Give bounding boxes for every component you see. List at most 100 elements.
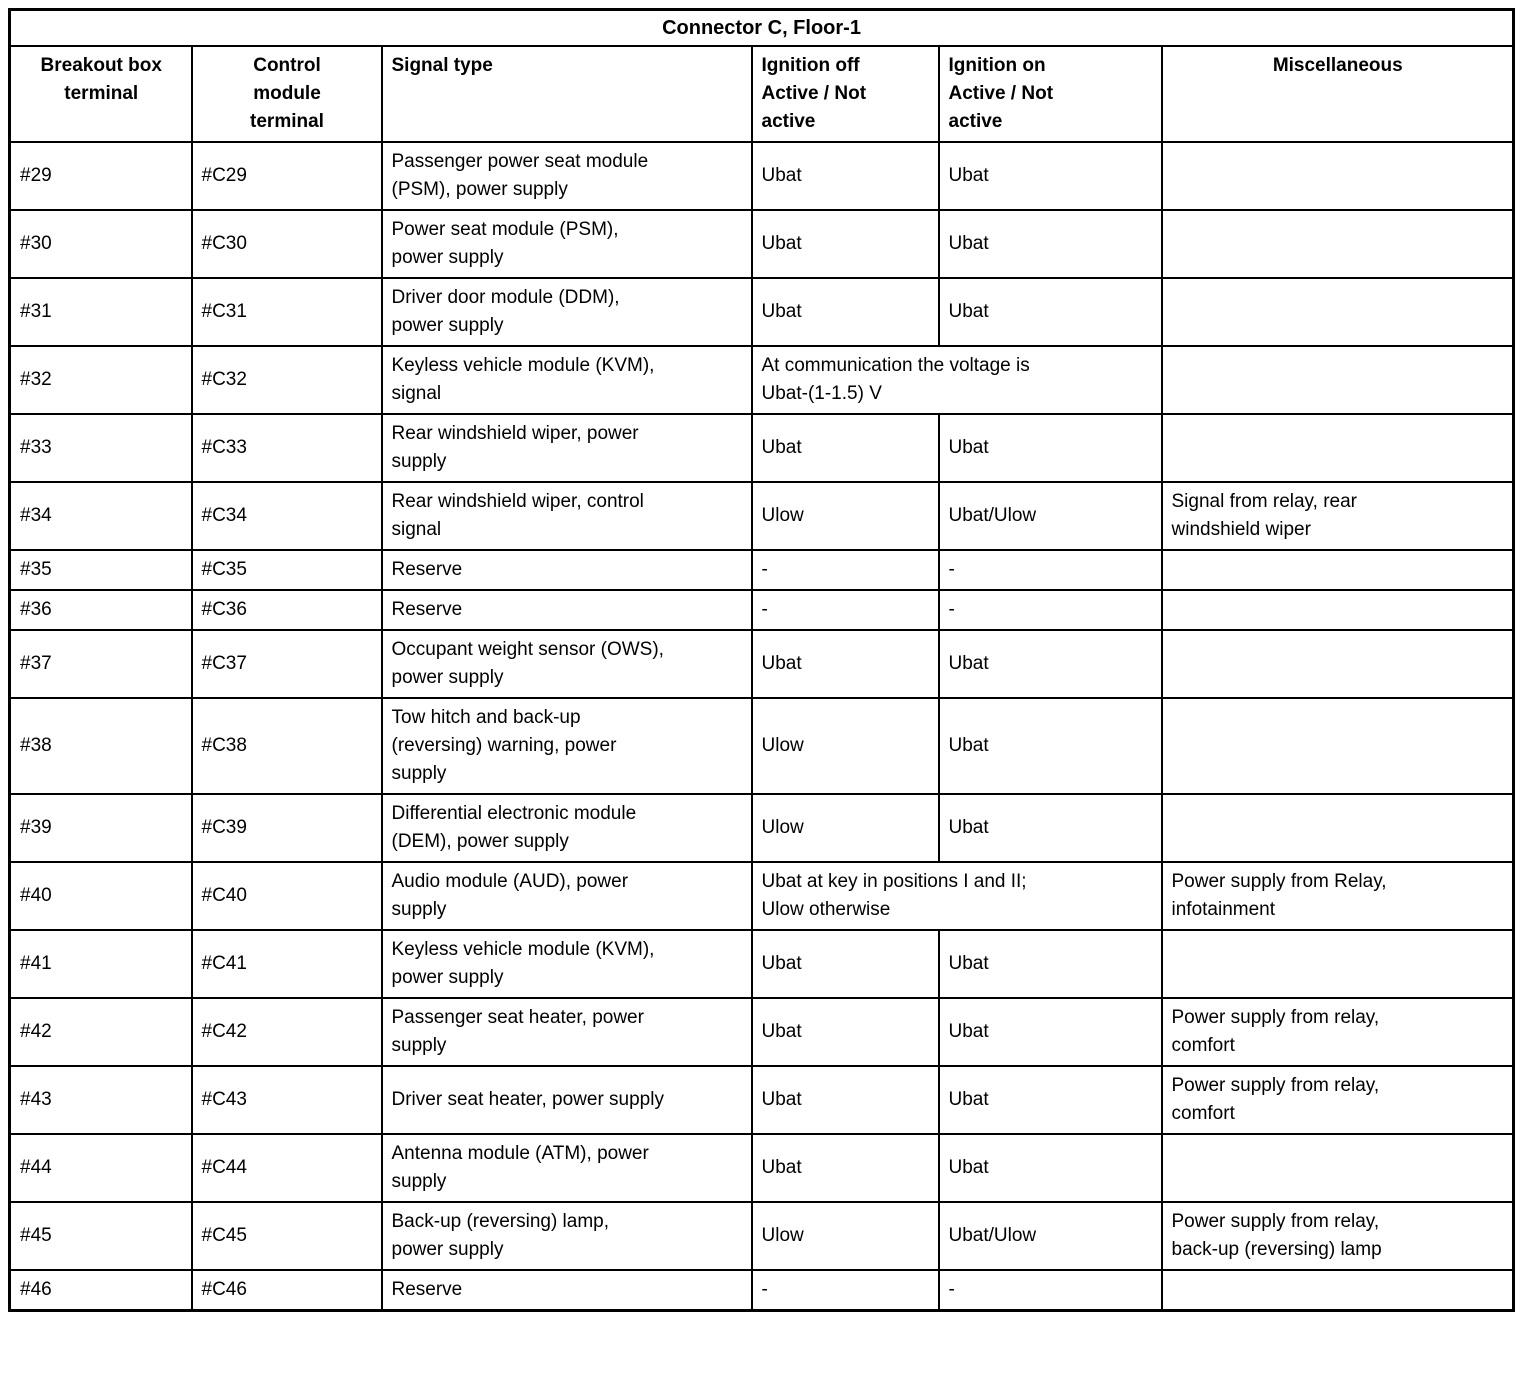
cell-control-module-terminal: #C34	[190, 481, 383, 551]
table-row: #30 #C30 Power seat module (PSM), power su…	[8, 209, 1515, 279]
cell-miscellaneous: Signal from relay, rear windshield wiper	[1160, 481, 1515, 551]
cell-breakout-box-terminal: #34	[8, 481, 193, 551]
cell-breakout-box-terminal: #45	[8, 1201, 193, 1271]
cell-ignition-off: -	[750, 589, 940, 631]
cell-control-module-terminal: #C45	[190, 1201, 383, 1271]
cell-ignition-off: Ulow	[750, 793, 940, 863]
cell-ignition-off: Ubat	[750, 209, 940, 279]
cell-miscellaneous	[1160, 697, 1515, 795]
cell-control-module-terminal: #C42	[190, 997, 383, 1067]
cell-control-module-terminal: #C31	[190, 277, 383, 347]
cell-signal-type: Reserve	[380, 1269, 753, 1312]
cell-miscellaneous	[1160, 549, 1515, 591]
table-row: #42 #C42 Passenger seat heater, power supp…	[8, 997, 1515, 1067]
cell-miscellaneous: Power supply from relay, comfort	[1160, 997, 1515, 1067]
cell-signal-type: Antenna module (ATM), power supply	[380, 1133, 753, 1203]
cell-signal-type: Audio module (AUD), power supply	[380, 861, 753, 931]
cell-ignition-merged: Ubat at key in positions I and II; Ulow …	[750, 861, 1163, 931]
connector-c-floor-1-table: Connector C, Floor-1 Breakout box termin…	[8, 8, 1516, 1312]
cell-ignition-on: -	[937, 549, 1163, 591]
cell-signal-type: Rear windshield wiper, control signal	[380, 481, 753, 551]
header-row: Breakout box terminal Control module ter…	[8, 45, 1515, 143]
col-header-signal-type: Signal type	[380, 45, 753, 143]
cell-breakout-box-terminal: #38	[8, 697, 193, 795]
cell-breakout-box-terminal: #30	[8, 209, 193, 279]
cell-miscellaneous	[1160, 629, 1515, 699]
cell-control-module-terminal: #C46	[190, 1269, 383, 1312]
cell-signal-type: Passenger power seat module (PSM), power…	[380, 141, 753, 211]
cell-breakout-box-terminal: #31	[8, 277, 193, 347]
cell-ignition-on: Ubat	[937, 209, 1163, 279]
table-row: #32 #C32 Keyless vehicle module (KVM), sig…	[8, 345, 1515, 415]
table-title: Connector C, Floor-1	[8, 8, 1515, 47]
cell-ignition-on: Ubat	[937, 141, 1163, 211]
cell-miscellaneous: Power supply from Relay, infotainment	[1160, 861, 1515, 931]
cell-breakout-box-terminal: #41	[8, 929, 193, 999]
table-row: #39 #C39 Differential electronic module (D…	[8, 793, 1515, 863]
cell-ignition-on: Ubat	[937, 413, 1163, 483]
cell-ignition-on: Ubat	[937, 277, 1163, 347]
cell-ignition-off: -	[750, 549, 940, 591]
cell-control-module-terminal: #C39	[190, 793, 383, 863]
cell-ignition-on: Ubat	[937, 629, 1163, 699]
cell-signal-type: Keyless vehicle module (KVM), signal	[380, 345, 753, 415]
cell-miscellaneous	[1160, 589, 1515, 631]
table-row: #31 #C31 Driver door module (DDM), power s…	[8, 277, 1515, 347]
col-header-miscellaneous: Miscellaneous	[1160, 45, 1515, 143]
cell-breakout-box-terminal: #32	[8, 345, 193, 415]
table-row: #41 #C41 Keyless vehicle module (KVM), pow…	[8, 929, 1515, 999]
table-row: #40 #C40 Audio module (AUD), power supply U…	[8, 861, 1515, 931]
cell-signal-type: Passenger seat heater, power supply	[380, 997, 753, 1067]
table-row: #35 #C35 Reserve - -	[8, 549, 1515, 591]
cell-miscellaneous	[1160, 413, 1515, 483]
cell-miscellaneous: Power supply from relay, back-up (revers…	[1160, 1201, 1515, 1271]
cell-ignition-off: Ubat	[750, 141, 940, 211]
cell-ignition-off: Ubat	[750, 413, 940, 483]
col-header-ignition-on: Ignition on Active / Not active	[937, 45, 1163, 143]
cell-ignition-on: -	[937, 1269, 1163, 1312]
cell-ignition-off: Ubat	[750, 997, 940, 1067]
table-row: #46 #C46 Reserve - -	[8, 1269, 1515, 1312]
cell-breakout-box-terminal: #35	[8, 549, 193, 591]
cell-control-module-terminal: #C30	[190, 209, 383, 279]
cell-ignition-off: Ulow	[750, 481, 940, 551]
cell-signal-type: Back-up (reversing) lamp, power supply	[380, 1201, 753, 1271]
cell-signal-type: Reserve	[380, 589, 753, 631]
table-row: #43 #C43 Driver seat heater, power supply U…	[8, 1065, 1515, 1135]
cell-control-module-terminal: #C41	[190, 929, 383, 999]
cell-ignition-on: Ubat	[937, 1133, 1163, 1203]
cell-breakout-box-terminal: #43	[8, 1065, 193, 1135]
cell-ignition-on: Ubat/Ulow	[937, 1201, 1163, 1271]
cell-control-module-terminal: #C40	[190, 861, 383, 931]
cell-breakout-box-terminal: #29	[8, 141, 193, 211]
table-row: #38 #C38 Tow hitch and back-up (reversing)…	[8, 697, 1515, 795]
cell-signal-type: Occupant weight sensor (OWS), power supp…	[380, 629, 753, 699]
cell-miscellaneous	[1160, 1269, 1515, 1312]
cell-ignition-on: Ubat	[937, 1065, 1163, 1135]
cell-signal-type: Driver seat heater, power supply	[380, 1065, 753, 1135]
table-row: #34 #C34 Rear windshield wiper, control si…	[8, 481, 1515, 551]
cell-signal-type: Reserve	[380, 549, 753, 591]
cell-ignition-on: Ubat/Ulow	[937, 481, 1163, 551]
cell-breakout-box-terminal: #42	[8, 997, 193, 1067]
col-header-breakout-box-terminal: Breakout box terminal	[8, 45, 193, 143]
cell-breakout-box-terminal: #40	[8, 861, 193, 931]
cell-miscellaneous	[1160, 209, 1515, 279]
cell-control-module-terminal: #C44	[190, 1133, 383, 1203]
cell-signal-type: Tow hitch and back-up (reversing) warnin…	[380, 697, 753, 795]
cell-ignition-off: Ubat	[750, 629, 940, 699]
cell-miscellaneous	[1160, 141, 1515, 211]
table-row: #36 #C36 Reserve - -	[8, 589, 1515, 631]
cell-breakout-box-terminal: #46	[8, 1269, 193, 1312]
cell-control-module-terminal: #C33	[190, 413, 383, 483]
col-header-ignition-off: Ignition off Active / Not active	[750, 45, 940, 143]
cell-ignition-off: Ubat	[750, 277, 940, 347]
cell-control-module-terminal: #C36	[190, 589, 383, 631]
cell-ignition-on: Ubat	[937, 997, 1163, 1067]
cell-breakout-box-terminal: #39	[8, 793, 193, 863]
table-row: #45 #C45 Back-up (reversing) lamp, power s…	[8, 1201, 1515, 1271]
cell-miscellaneous	[1160, 793, 1515, 863]
cell-ignition-off: Ubat	[750, 929, 940, 999]
cell-control-module-terminal: #C38	[190, 697, 383, 795]
col-header-control-module-terminal: Control module terminal	[190, 45, 383, 143]
